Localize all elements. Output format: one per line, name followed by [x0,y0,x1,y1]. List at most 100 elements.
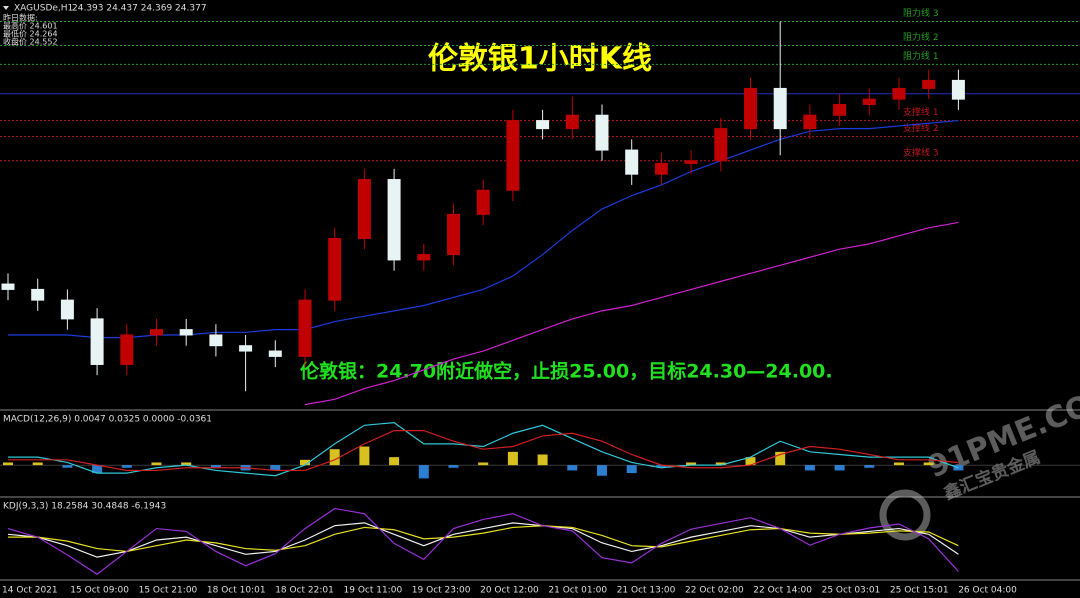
histogram-bar [418,465,429,479]
watermark-logo [879,489,931,541]
indicator-line [8,525,959,553]
candle-body [209,334,223,347]
x-tick-label: 18 Oct 10:01 [207,586,266,596]
candle-body [654,162,668,175]
candle-body [120,334,134,365]
histogram-bar [300,459,310,466]
histogram-bar [864,465,875,468]
histogram-bar [151,462,162,466]
histogram-bar [3,462,13,466]
x-tick-label: 21 Oct 13:00 [617,586,676,596]
histogram-bar [804,465,815,471]
histogram-bar [32,462,43,466]
chart-title: 伦敦银1小时K线 [428,42,652,77]
symbol: XAGUSDe,H1 [14,4,73,14]
histogram-bar [359,446,370,466]
histogram-bar [210,465,221,468]
x-tick-label: 25 Oct 15:01 [890,586,949,596]
candle-body [803,114,817,130]
x-tick-label: 25 Oct 03:01 [822,586,881,596]
candle-body [536,120,550,130]
x-tick-label: 22 Oct 02:00 [685,586,744,596]
candle-body [179,329,193,336]
histogram-bar [567,465,578,471]
candle-body [684,160,698,164]
candle-body [357,179,371,239]
histogram-bar [92,465,103,474]
quote: 24.393 24.437 24.369 24.377 [72,4,207,14]
candle-body [447,213,460,256]
histogram-bar [121,465,132,468]
candle-body [922,79,936,89]
level-label: 阻力线 2 [903,31,939,43]
candle-body [951,79,965,100]
candle-body [744,87,757,130]
histogram-bar [834,465,845,471]
info-line: 最低价 24.264 [3,29,58,39]
histogram-bar [715,462,726,466]
histogram-bar [656,465,667,468]
kdj-title: KDJ(9,3,3) 18.2584 30.4848 -6.1943 [3,502,166,512]
candle-body [417,254,431,261]
histogram-bar [597,465,607,476]
indicator-line [8,119,959,339]
x-tick-label: 26 Oct 04:00 [958,586,1017,596]
x-tick-label: 19 Oct 11:00 [344,586,403,596]
candle-body [476,189,490,215]
histogram-bar [537,454,548,466]
candle-body [31,288,45,301]
candle-body [625,149,639,175]
histogram-bar [389,457,400,466]
histogram-bar [686,462,697,466]
indicator-line [8,429,959,472]
histogram-bar [329,449,340,466]
indicator-line [304,221,959,406]
histogram-bar [448,465,459,468]
histogram-bar [270,465,281,471]
candle-body [298,299,312,357]
x-tick-label: 20 Oct 12:00 [480,586,539,596]
histogram-bar [181,462,192,466]
level-label: 阻力线 1 [903,50,939,62]
x-tick-label: 19 Oct 23:00 [412,586,471,596]
info-line: 最高价 24.601 [3,21,58,31]
candle-body [714,128,728,162]
menu-arrow [3,6,9,10]
histogram-bar [775,451,786,466]
candle-body [595,114,609,151]
info-line: 昨日数据: [3,13,38,23]
candle-body [862,98,876,106]
x-tick-label: 21 Oct 01:00 [548,586,607,596]
macd-title: MACD(12,26,9) 0.0047 0.0325 0.0000 -0.03… [3,415,212,425]
candle-body [773,87,787,130]
level-label: 支撑线 3 [903,146,939,158]
x-tick-label: 22 Oct 14:00 [753,586,812,596]
candle-body [506,120,520,191]
candle-body [239,345,253,352]
candle-body [1,283,15,290]
candle-body [150,329,163,336]
x-tick-label: 14 Oct 2021 [2,586,58,596]
x-tick-label: 15 Oct 09:00 [70,586,129,596]
indicator-line [7,522,959,558]
histogram-bar [923,462,934,466]
info-line: 收盘价 24.552 [3,37,58,47]
histogram-bar [745,457,756,466]
annotation: 伦敦银：24.70附近做空，止损25.00，目标24.30—24.00. [300,360,833,383]
candle-body [387,179,401,261]
candle-body [565,114,579,130]
candle-body [60,299,74,320]
x-tick-label: 18 Oct 22:01 [275,586,334,596]
x-tick-label: 15 Oct 21:00 [139,586,198,596]
indicator-line [8,422,959,477]
candle-body [268,350,282,357]
level-label: 阻力线 3 [903,7,939,19]
level-label: 支撑线 1 [903,106,939,118]
histogram-bar [62,465,73,468]
candle-body [833,104,847,116]
candle-body [328,237,342,301]
indicator-line [7,507,959,576]
candle-body [892,87,906,100]
